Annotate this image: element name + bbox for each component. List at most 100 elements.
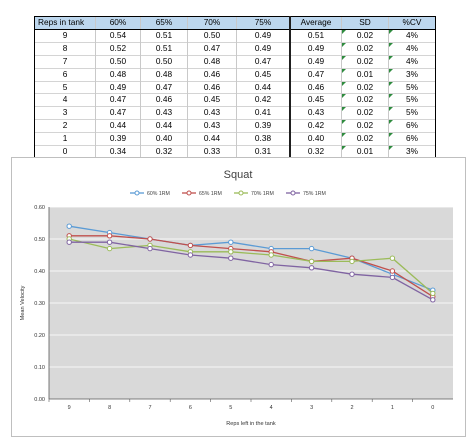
data-point [308,258,315,265]
table-cell: 0.51 [289,28,342,43]
table-cell: 4% [388,28,436,43]
table-cell: 3 [34,106,96,120]
data-point [106,239,113,245]
data-point [389,255,396,261]
table-header-row: Reps in tank 60% 65% 70% 75% Average SD … [34,16,436,30]
y-axis-title: Mean Velocity [20,285,26,320]
table-cell: 5% [388,93,436,107]
x-tick-label: 4 [270,405,273,411]
table-cell: 0.39 [95,132,141,146]
table-cell: 7 [34,54,96,69]
y-tick-label: 0.30 [34,301,45,307]
table-row: 7 0.50 0.50 0.48 0.47 0.49 0.02 4% [34,54,436,69]
col-header-sd: SD [341,16,389,30]
table-cell: 0.45 [289,93,342,107]
table-cell: 5% [388,80,436,94]
table-cell: 6% [388,119,436,133]
legend-marker-2 [186,190,192,196]
table-cell: 5 [34,80,96,94]
data-point [228,239,234,245]
table-cell: 0.02 [341,54,389,69]
table-cell: 0.43 [187,106,237,120]
table-cell: 0.41 [236,106,290,120]
data-point [66,223,72,229]
series-line-1 [69,225,434,291]
col-header-reps: Reps in tank [34,16,96,30]
table-row: 2 0.44 0.44 0.43 0.39 0.42 0.02 6% [34,119,436,133]
col-header-60: 60% [95,16,141,30]
table-row: 1 0.39 0.40 0.44 0.38 0.40 0.02 6% [34,132,436,146]
x-tick-label: 0 [431,405,434,411]
table-cell: 0.02 [341,106,389,120]
data-point [228,249,234,255]
series-line-4 [69,241,434,301]
legend-marker-3 [238,190,244,196]
table-cell: 0.49 [95,80,141,94]
x-tick-label: 8 [108,405,111,411]
table-cell: 3% [388,67,436,82]
table-row: 8 0.52 0.51 0.47 0.49 0.49 0.02 4% [34,41,436,56]
data-point [430,297,436,303]
table-cell: 2 [34,119,96,133]
table-cell: 0.49 [289,54,342,69]
table-row: 3 0.47 0.43 0.43 0.41 0.43 0.02 5% [34,106,436,120]
table-cell: 4 [34,93,96,107]
table-row: 9 0.54 0.51 0.50 0.49 0.51 0.02 4% [34,28,436,43]
table-cell: 0.51 [140,28,188,43]
table-cell: 0.47 [187,41,237,56]
data-point [66,239,72,245]
x-axis-title: Reps left in the tank [226,421,276,427]
table-cell: 0.45 [187,93,237,107]
table-cell: 0.01 [341,67,389,82]
table-row: 4 0.47 0.46 0.45 0.42 0.45 0.02 5% [34,93,436,107]
table-cell: 3% [388,145,436,159]
table-cell: 0.51 [140,41,188,56]
x-tick-label: 5 [229,405,232,411]
table-cell: 0.47 [95,93,141,107]
table-cell: 0.40 [289,132,342,146]
table-cell: 0.46 [187,80,237,94]
data-point [268,261,274,268]
table-cell: 0.47 [95,106,141,120]
table-cell: 0.46 [289,80,342,94]
y-tick-label: 0.40 [34,269,45,275]
table-cell: 0.02 [341,28,389,43]
data-point [349,271,355,277]
table-cell: 0.42 [289,119,342,133]
table-cell: 1 [34,132,96,146]
data-point [308,265,315,271]
table-cell: 0.02 [341,41,389,56]
data-point [268,252,274,258]
velocity-table-container: Reps in tank 60% 65% 70% 75% Average SD … [34,16,436,159]
legend-label-2: 65% 1RM [199,191,222,197]
y-tick-label: 0.20 [34,333,45,339]
velocity-table: Reps in tank 60% 65% 70% 75% Average SD … [34,16,436,159]
table-row: 6 0.48 0.48 0.46 0.45 0.47 0.01 3% [34,67,436,82]
legend-label-1: 60% 1RM [147,191,170,197]
table-cell: 0.49 [236,41,290,56]
legend-marker-4 [290,190,296,196]
table-cell: 0.43 [289,106,342,120]
table-cell: 0.39 [236,119,290,133]
table-cell: 0.45 [236,67,290,82]
table-cell: 0.54 [95,28,141,43]
col-header-average: Average [289,16,342,30]
table-cell: 6% [388,132,436,146]
x-tick-label: 3 [310,405,313,411]
table-cell: 0.43 [140,106,188,120]
x-tick-label: 9 [68,405,71,411]
table-cell: 4% [388,54,436,69]
table-cell: 0.47 [289,67,342,82]
table-cell: 0.46 [187,67,237,82]
data-point [106,245,113,252]
data-point [308,245,315,252]
y-tick-label: 0.00 [34,397,45,403]
data-point [430,290,436,297]
data-point [187,242,194,249]
x-tick-label: 7 [148,405,151,411]
data-point [349,258,355,265]
col-header-70: 70% [187,16,237,30]
table-cell: 0.44 [187,132,237,146]
y-tick-label: 0.50 [34,237,45,243]
data-point [228,255,234,261]
